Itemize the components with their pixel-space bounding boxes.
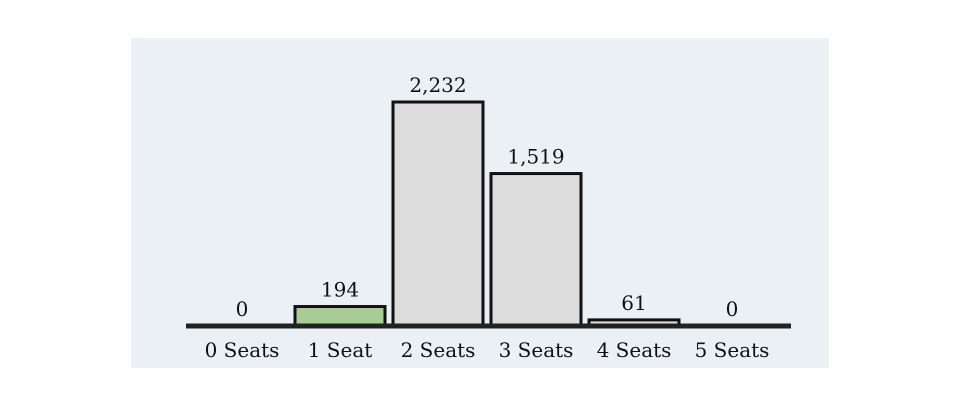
category-label: 5 Seats bbox=[695, 338, 770, 362]
bar-2-seats bbox=[391, 100, 485, 328]
category-label: 0 Seats bbox=[205, 338, 280, 362]
bar-1-seat bbox=[293, 305, 387, 328]
category-label: 2 Seats bbox=[401, 338, 476, 362]
value-label: 0 bbox=[236, 297, 249, 321]
category-label: 1 Seat bbox=[308, 338, 373, 362]
value-label: 61 bbox=[621, 291, 646, 315]
value-label: 1,519 bbox=[507, 145, 564, 169]
value-label: 0 bbox=[726, 297, 739, 321]
category-label: 4 Seats bbox=[597, 338, 672, 362]
category-label: 3 Seats bbox=[499, 338, 574, 362]
value-label: 2,232 bbox=[409, 73, 466, 97]
bar-3-seats bbox=[489, 172, 583, 328]
value-label: 194 bbox=[321, 278, 359, 302]
